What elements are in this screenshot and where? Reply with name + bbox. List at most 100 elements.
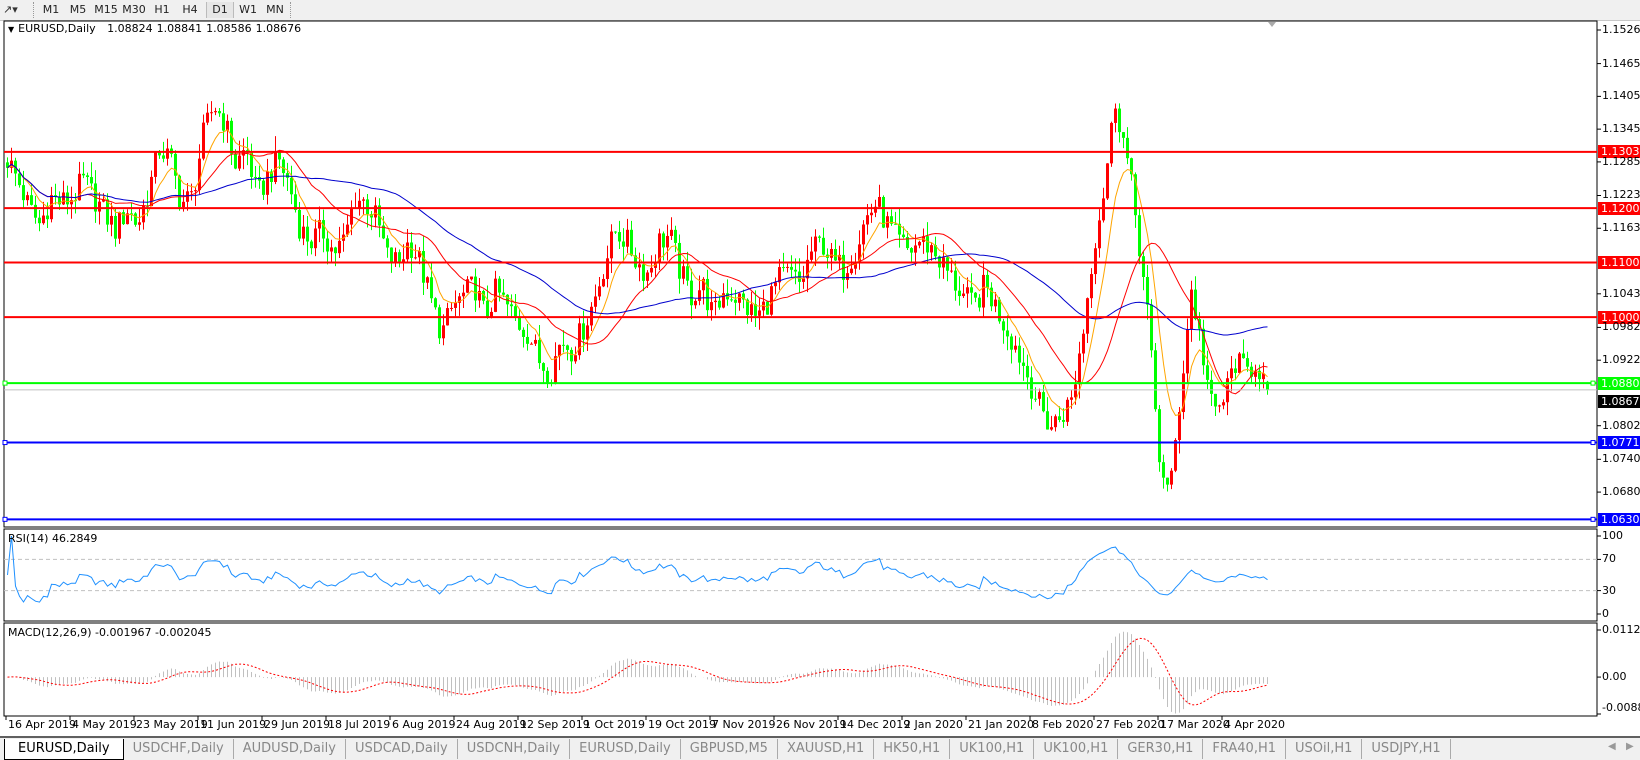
macd-axis-label: -0.008845 (1602, 701, 1640, 714)
bearish-candle (1042, 392, 1045, 412)
bearish-candle (290, 177, 293, 195)
date-axis-label: 7 Nov 2019 (712, 718, 776, 731)
timeframe-button-d1[interactable]: D1 (206, 2, 234, 18)
bullish-candle (206, 112, 209, 123)
bearish-candle (622, 241, 625, 247)
bearish-candle (58, 196, 61, 205)
chart-tab[interactable]: EURUSD,Daily (570, 739, 681, 759)
bullish-candle (406, 242, 409, 260)
bullish-candle (470, 276, 473, 280)
bullish-candle (150, 176, 153, 207)
bullish-candle (586, 325, 589, 340)
bullish-candle (450, 307, 453, 309)
bearish-candle (482, 290, 485, 301)
bearish-candle (1242, 353, 1245, 359)
bullish-candle (850, 268, 853, 274)
bearish-candle (322, 220, 325, 239)
bearish-candle (422, 251, 425, 283)
bullish-candle (214, 111, 217, 113)
bearish-candle (386, 238, 389, 248)
bullish-candle (1014, 345, 1017, 350)
chart-tab[interactable]: USDCNH,Daily (458, 739, 571, 759)
bullish-candle (966, 287, 969, 294)
collapse-triangle-icon[interactable]: ▼ (8, 25, 15, 34)
chart-tab[interactable]: UK100,H1 (950, 739, 1035, 759)
date-axis-label: 23 May 2019 (136, 718, 208, 731)
chart-tab[interactable]: USDCAD,Daily (346, 739, 458, 759)
chart-tab[interactable]: USDJPY,H1 (1362, 739, 1451, 759)
chart-tab[interactable]: USDCHF,Daily (124, 739, 234, 759)
chart-tab[interactable]: AUDUSD,Daily (234, 739, 346, 759)
bullish-candle (702, 278, 705, 291)
bearish-candle (1194, 289, 1197, 320)
bearish-candle (22, 185, 25, 201)
scroll-left-icon[interactable]: ◀ (1608, 741, 1616, 752)
timeframe-button-m30[interactable]: M30 (122, 3, 146, 16)
bearish-candle (526, 336, 529, 344)
scroll-right-icon[interactable]: ▶ (1626, 741, 1634, 752)
chart-tab[interactable]: UK100,H1 (1034, 739, 1119, 759)
price-axis-label: 1.15265 (1602, 23, 1640, 36)
bearish-candle (1026, 365, 1029, 378)
chart-tab[interactable]: USOil,H1 (1286, 739, 1363, 759)
macd-label: MACD(12,26,9) -0.001967 -0.002045 (8, 626, 212, 639)
bearish-candle (1246, 358, 1249, 367)
chart-tab[interactable]: FRA40,H1 (1203, 739, 1287, 759)
bearish-candle (1166, 477, 1169, 485)
bullish-candle (590, 306, 593, 326)
bullish-candle (670, 229, 673, 236)
bullish-candle (930, 245, 933, 253)
bullish-candle (490, 311, 493, 318)
chart-tab[interactable]: GBPUSD,M5 (681, 739, 778, 759)
chart-tab[interactable]: EURUSD,Daily (4, 738, 124, 760)
timeframe-button-h4[interactable]: H4 (182, 3, 198, 16)
date-axis-label: 6 Aug 2019 (392, 718, 456, 731)
level-handle (1590, 440, 1596, 446)
bearish-candle (818, 236, 821, 238)
bullish-candle (426, 277, 429, 283)
bullish-candle (950, 270, 953, 272)
bullish-candle (626, 229, 629, 247)
chart-tab[interactable]: XAUUSD,H1 (778, 739, 875, 759)
bullish-candle (1190, 289, 1193, 330)
bullish-candle (774, 282, 777, 287)
bullish-candle (750, 304, 753, 315)
bearish-candle (890, 216, 893, 224)
moving-average-fast-line (7, 129, 1268, 416)
bearish-candle (1130, 158, 1133, 175)
timeframe-button-mn[interactable]: MN (266, 3, 284, 16)
bullish-candle (666, 235, 669, 248)
bullish-candle (202, 122, 205, 159)
bullish-candle (610, 231, 613, 259)
timeframe-button-m5[interactable]: M5 (69, 3, 87, 16)
timeframe-button-m1[interactable]: M1 (42, 3, 60, 16)
symbol-label: EURUSD,Daily (18, 22, 96, 35)
bullish-candle (778, 267, 781, 283)
bearish-candle (910, 248, 913, 253)
bearish-candle (782, 267, 785, 269)
bearish-candle (1258, 370, 1261, 380)
bullish-candle (1182, 373, 1185, 413)
bearish-candle (1046, 411, 1049, 430)
bearish-candle (882, 196, 885, 228)
price-axis-label: 1.09820 (1602, 320, 1640, 334)
bearish-candle (1122, 132, 1125, 138)
bullish-candle (578, 323, 581, 356)
bullish-candle (646, 272, 649, 281)
bullish-candle (1114, 108, 1117, 123)
date-axis-label: 4 Apr 2020 (1224, 718, 1286, 731)
bullish-candle (442, 325, 445, 339)
bullish-candle (226, 120, 229, 131)
chart-canvas[interactable] (0, 0, 1640, 736)
timeframe-button-m15[interactable]: M15 (94, 3, 118, 16)
bullish-candle (830, 248, 833, 258)
rsi-axis-label: 70 (1602, 552, 1616, 566)
timeframe-button-h1[interactable]: H1 (154, 3, 170, 16)
chart-tab[interactable]: HK50,H1 (874, 739, 951, 759)
bullish-candle (198, 158, 201, 191)
bearish-candle (842, 254, 845, 280)
crosshair-pen-icon[interactable]: ↗▾ (3, 3, 18, 16)
rsi-axis-label: 100 (1602, 529, 1623, 542)
timeframe-button-w1[interactable]: W1 (239, 3, 257, 16)
chart-tab[interactable]: GER30,H1 (1118, 739, 1204, 759)
